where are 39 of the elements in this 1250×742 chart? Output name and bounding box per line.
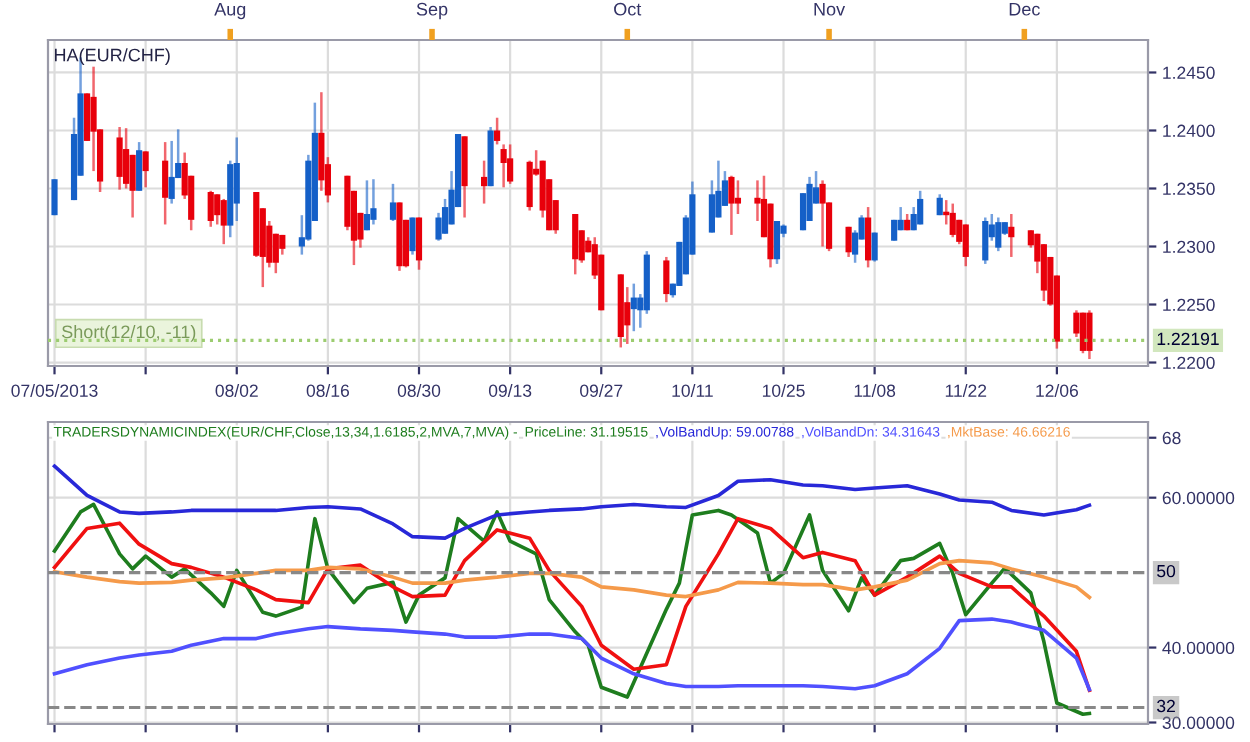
- chart-title: HA(EUR/CHF): [54, 48, 170, 65]
- annotation: Short(12/10, -11): [62, 324, 196, 342]
- candlestick: [799, 191, 807, 232]
- x-tick-label: 12/06: [1036, 384, 1079, 397]
- x2-tick-label: Oct: [614, 2, 642, 16]
- x2-tick-label: Dec: [1009, 3, 1040, 16]
- x-tick-label: 10/11: [672, 384, 713, 397]
- y-tick-label: 40.00000: [1162, 641, 1235, 655]
- y-tick-label: 1.2400: [1163, 124, 1215, 137]
- x-tick-label: 11/08: [854, 384, 896, 397]
- y-tick-label: 1.2300: [1163, 240, 1215, 254]
- y-tick-label: 1.2350: [1163, 182, 1215, 196]
- x-tick-label: 09/27: [580, 384, 623, 397]
- line-series: [52, 617, 1092, 692]
- ref-line-label: 50: [1157, 564, 1176, 578]
- candlestick: [83, 92, 91, 143]
- line-series: [52, 516, 1092, 693]
- x-tick-label: 09/13: [488, 384, 532, 397]
- y-tick-label: 60.00000: [1162, 491, 1235, 505]
- y-tick-label: 30.00000: [1162, 716, 1235, 730]
- ref-line-label: 32: [1157, 699, 1175, 713]
- y-tick-label: 1.2250: [1163, 298, 1215, 312]
- x2-tick-label: Nov: [814, 3, 846, 16]
- x-tick-label: 11/22: [945, 384, 987, 397]
- y-tick-label: 1.2450: [1163, 66, 1215, 79]
- candlestick: [51, 177, 58, 217]
- y-tick-label: 1.2200: [1163, 356, 1215, 370]
- x2-tick-label: Sep: [416, 2, 448, 20]
- x-tick-label: 08/16: [306, 384, 350, 397]
- ref-line-label: 1.22191: [1157, 332, 1219, 346]
- x-tick-label: 08/30: [397, 384, 441, 397]
- x-tick-label: 07/05/2013: [11, 384, 98, 397]
- x-tick-label: 10/25: [762, 384, 805, 397]
- x-tick-label: 08/02: [215, 384, 258, 397]
- x2-tick-label: Aug: [214, 3, 246, 20]
- y-tick-label: 68: [1162, 431, 1181, 445]
- line-series: [52, 558, 1092, 600]
- line-series: [52, 464, 1092, 540]
- line-series: [52, 502, 1092, 717]
